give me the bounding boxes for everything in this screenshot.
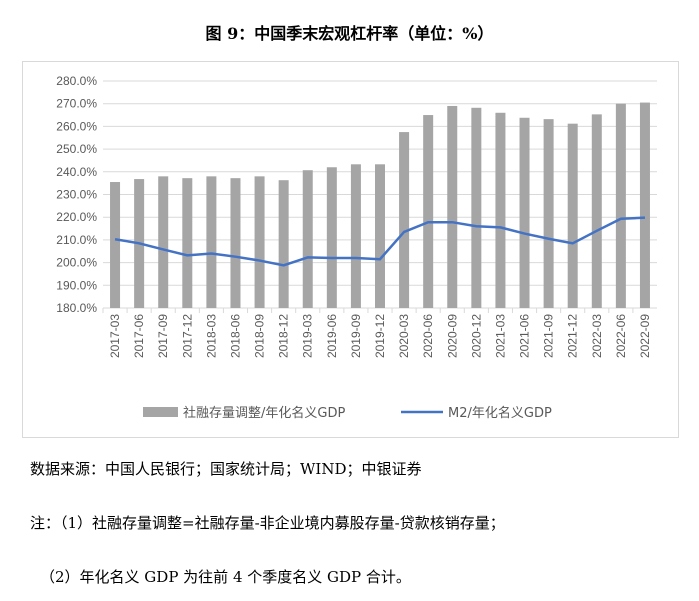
bar — [230, 178, 241, 308]
x-tick-label: 2021-09 — [542, 314, 556, 358]
legend-bar-swatch — [143, 407, 178, 417]
x-tick-label: 2020-06 — [421, 314, 435, 358]
x-tick-label: 2017-03 — [108, 314, 122, 358]
bar — [182, 178, 193, 308]
chart-area: 180.0% 190.0% 200.0% 210.0% 220.0% 230.0% 240.… — [22, 61, 679, 438]
chart-svg: 180.0% 190.0% 200.0% 210.0% 220.0% 230.0% 240.… — [56, 74, 657, 421]
x-tick-label: 2021-06 — [518, 314, 532, 358]
note-2: （2）年化名义 GDP 为往前 4 个季度名义 GDP 合计。 — [40, 568, 411, 586]
bar — [543, 119, 554, 308]
x-tick-label: 2019-03 — [301, 314, 315, 358]
y-tick-label: 220.0% — [56, 210, 97, 224]
y-tick-label: 230.0% — [56, 188, 97, 202]
y-tick-label: 260.0% — [56, 119, 97, 133]
x-tick-label: 2017-06 — [132, 314, 146, 358]
bar — [206, 176, 217, 308]
x-tick-label: 2019-06 — [325, 314, 339, 358]
bar — [519, 117, 530, 308]
bar — [110, 182, 121, 308]
x-tick-label: 2021-03 — [493, 314, 507, 358]
bar — [302, 170, 313, 308]
x-tick-label: 2020-12 — [469, 314, 483, 358]
note-1: 注：（1）社融存量调整=社融存量-非企业境内募股存量-贷款核销存量； — [30, 514, 505, 532]
m2-line — [114, 216, 646, 267]
x-tick-label: 2020-09 — [445, 314, 459, 358]
x-tick-label: 2019-09 — [349, 314, 363, 358]
legend-bar-label: 社融存量调整/年化名义GDP — [183, 405, 345, 421]
x-tick-label: 2021-12 — [566, 314, 580, 358]
bar — [615, 103, 626, 308]
bar — [254, 176, 265, 308]
y-tick-label: 180.0% — [56, 301, 97, 315]
figure-title: 图 9：中国季末宏观杠杆率（单位：%） — [205, 24, 494, 43]
bar — [639, 102, 650, 308]
bar — [567, 123, 578, 308]
y-tick-label: 270.0% — [56, 97, 97, 111]
bar — [375, 164, 385, 308]
x-tick-label: 2019-12 — [373, 314, 387, 358]
x-tick-label: 2018-12 — [277, 314, 291, 358]
bar — [471, 107, 482, 308]
bar — [495, 112, 506, 308]
bar — [447, 105, 458, 308]
legend-line-label: M2/年化名义GDP — [448, 405, 552, 421]
y-tick-label: 280.0% — [56, 74, 97, 88]
x-tick-label: 2018-03 — [204, 314, 218, 358]
bar — [350, 164, 361, 308]
bar — [278, 180, 289, 308]
bar — [158, 176, 169, 308]
x-tick-label: 2020-03 — [397, 314, 411, 358]
x-tick-label: 2018-09 — [253, 314, 267, 358]
bar — [399, 132, 410, 308]
y-tick-label: 210.0% — [56, 233, 97, 247]
bar — [326, 167, 337, 308]
x-tick-label: 2022-03 — [590, 314, 604, 358]
x-tick-label: 2017-12 — [180, 314, 194, 358]
y-tick-label: 200.0% — [56, 256, 97, 270]
y-tick-label: 190.0% — [56, 278, 97, 292]
y-tick-label: 240.0% — [56, 165, 97, 179]
x-tick-label: 2022-06 — [614, 314, 628, 358]
x-tick-label: 2018-06 — [228, 314, 242, 358]
x-tick-label: 2022-09 — [638, 314, 652, 358]
source-text: 数据来源：中国人民银行；国家统计局；WIND；中银证券 — [30, 460, 422, 478]
y-tick-label: 250.0% — [56, 142, 97, 156]
bar — [423, 115, 434, 308]
bar — [591, 114, 602, 308]
x-tick-label: 2017-09 — [156, 314, 170, 358]
